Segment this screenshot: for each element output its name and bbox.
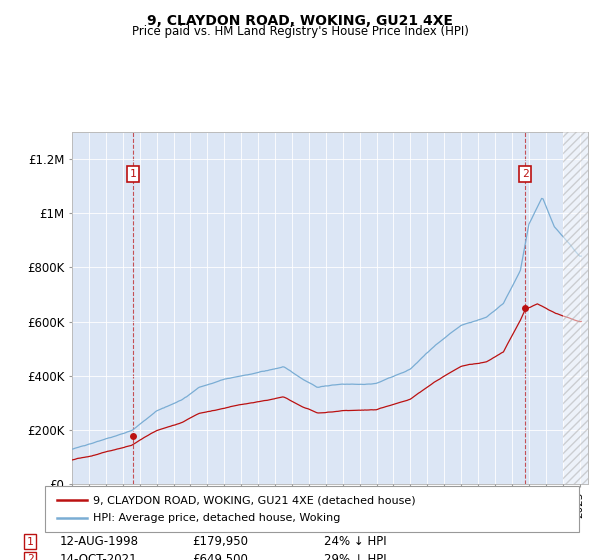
Text: £179,950: £179,950 [192,535,248,548]
Text: HPI: Average price, detached house, Woking: HPI: Average price, detached house, Woki… [93,513,340,523]
Text: 12-AUG-1998: 12-AUG-1998 [60,535,139,548]
Text: 14-OCT-2021: 14-OCT-2021 [60,553,137,560]
Text: £649,500: £649,500 [192,553,248,560]
Text: Price paid vs. HM Land Registry's House Price Index (HPI): Price paid vs. HM Land Registry's House … [131,25,469,38]
Text: 9, CLAYDON ROAD, WOKING, GU21 4XE: 9, CLAYDON ROAD, WOKING, GU21 4XE [147,14,453,28]
Text: 29% ↓ HPI: 29% ↓ HPI [324,553,386,560]
Bar [563,132,596,484]
Text: 2: 2 [522,169,529,179]
Text: 9, CLAYDON ROAD, WOKING, GU21 4XE (detached house): 9, CLAYDON ROAD, WOKING, GU21 4XE (detac… [93,495,416,505]
Text: 24% ↓ HPI: 24% ↓ HPI [324,535,386,548]
Text: 1: 1 [130,169,137,179]
Text: 2: 2 [26,554,34,560]
Text: 1: 1 [26,536,34,547]
